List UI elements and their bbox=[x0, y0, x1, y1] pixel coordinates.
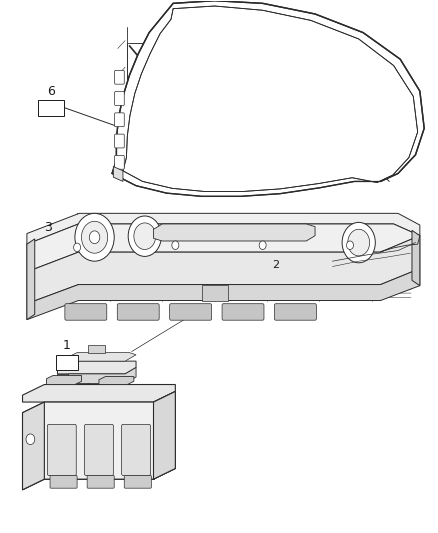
Text: 1: 1 bbox=[63, 338, 71, 352]
Text: 6: 6 bbox=[47, 85, 55, 98]
Bar bbox=[38, 100, 64, 116]
Polygon shape bbox=[27, 269, 420, 320]
FancyBboxPatch shape bbox=[117, 304, 159, 320]
Polygon shape bbox=[22, 391, 175, 490]
Circle shape bbox=[346, 241, 353, 249]
Polygon shape bbox=[22, 402, 44, 490]
FancyBboxPatch shape bbox=[170, 304, 212, 320]
Text: 2: 2 bbox=[272, 261, 279, 270]
Polygon shape bbox=[412, 230, 420, 286]
Polygon shape bbox=[113, 166, 123, 181]
Circle shape bbox=[26, 434, 35, 445]
Polygon shape bbox=[123, 6, 418, 191]
FancyBboxPatch shape bbox=[47, 424, 76, 475]
FancyBboxPatch shape bbox=[87, 475, 114, 488]
Circle shape bbox=[259, 241, 266, 249]
FancyBboxPatch shape bbox=[50, 475, 77, 488]
FancyBboxPatch shape bbox=[275, 304, 316, 320]
FancyBboxPatch shape bbox=[65, 304, 107, 320]
Polygon shape bbox=[64, 353, 136, 361]
Polygon shape bbox=[27, 224, 420, 272]
Polygon shape bbox=[27, 213, 420, 244]
FancyBboxPatch shape bbox=[115, 92, 124, 106]
Polygon shape bbox=[112, 1, 424, 196]
Polygon shape bbox=[35, 243, 412, 304]
Circle shape bbox=[75, 213, 114, 261]
FancyBboxPatch shape bbox=[115, 156, 124, 169]
Polygon shape bbox=[46, 375, 81, 384]
Polygon shape bbox=[153, 391, 175, 479]
Polygon shape bbox=[201, 285, 228, 301]
Polygon shape bbox=[57, 361, 136, 374]
Circle shape bbox=[348, 229, 370, 256]
Polygon shape bbox=[88, 345, 106, 353]
Circle shape bbox=[134, 223, 155, 249]
Circle shape bbox=[74, 243, 81, 252]
Bar bbox=[56, 355, 78, 369]
Polygon shape bbox=[27, 236, 420, 304]
Circle shape bbox=[172, 241, 179, 249]
FancyBboxPatch shape bbox=[115, 134, 124, 148]
FancyBboxPatch shape bbox=[115, 70, 124, 84]
FancyBboxPatch shape bbox=[222, 304, 264, 320]
Circle shape bbox=[81, 221, 108, 253]
Circle shape bbox=[342, 222, 375, 263]
Circle shape bbox=[89, 231, 100, 244]
FancyBboxPatch shape bbox=[85, 424, 113, 475]
Polygon shape bbox=[27, 239, 35, 320]
Polygon shape bbox=[99, 376, 134, 384]
FancyBboxPatch shape bbox=[122, 424, 150, 475]
Polygon shape bbox=[153, 224, 315, 241]
Circle shape bbox=[128, 216, 161, 256]
Polygon shape bbox=[22, 384, 175, 402]
Polygon shape bbox=[68, 368, 136, 383]
FancyBboxPatch shape bbox=[124, 475, 151, 488]
FancyBboxPatch shape bbox=[115, 113, 124, 127]
Text: 3: 3 bbox=[44, 221, 52, 234]
Polygon shape bbox=[57, 374, 68, 383]
